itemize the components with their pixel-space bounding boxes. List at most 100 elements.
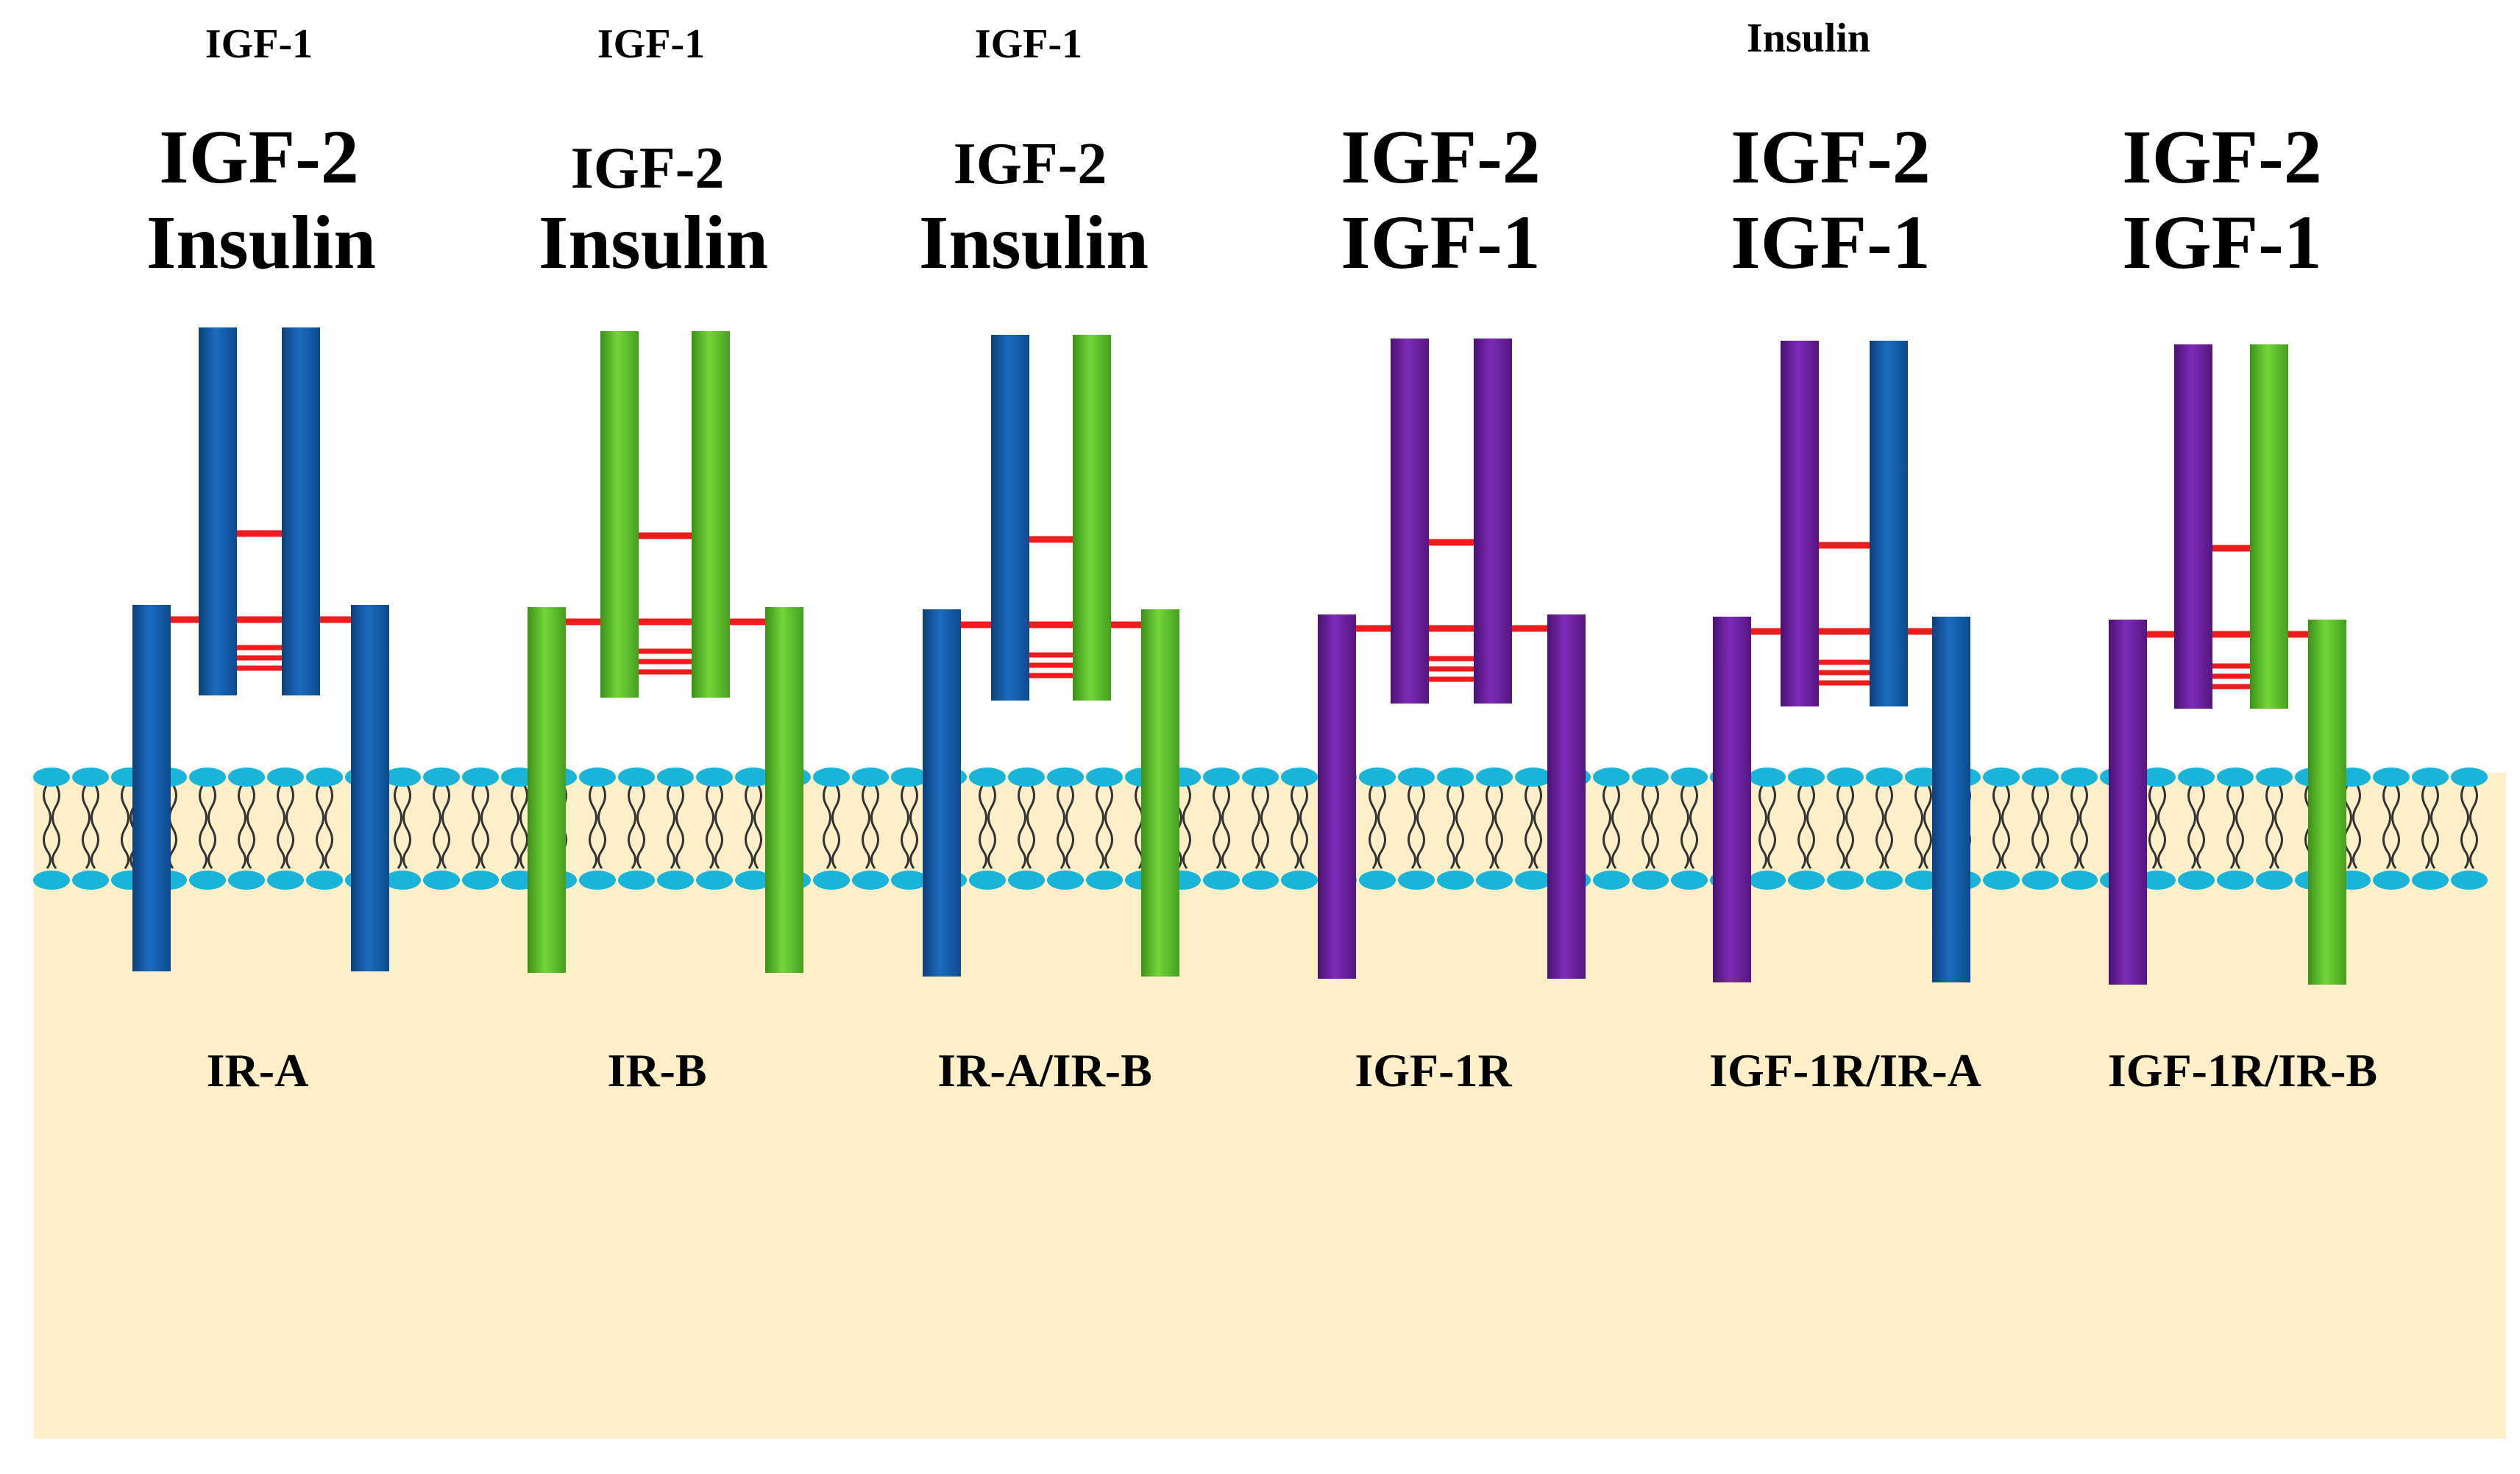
lipid-head-outer bbox=[2139, 768, 2176, 787]
lipid-head-inner bbox=[1008, 871, 1045, 890]
lipid-head-outer bbox=[1281, 768, 1318, 787]
lipid-tail bbox=[987, 784, 996, 869]
lipid-tail bbox=[1806, 784, 1815, 869]
ligand-1-ir-a-ir-b: IGF-2 bbox=[953, 132, 1107, 196]
lipid-head-outer bbox=[423, 768, 460, 787]
lipid-tail bbox=[394, 784, 402, 869]
lipid-head-outer bbox=[2412, 768, 2449, 787]
ligand-2-igf-1r: IGF-1 bbox=[1341, 200, 1541, 285]
lipid-head-outer bbox=[1242, 768, 1279, 787]
lipid-tail bbox=[1252, 784, 1260, 869]
lipid-tail bbox=[597, 784, 606, 869]
lipid-head-inner bbox=[2256, 871, 2293, 890]
lipid-tail bbox=[2148, 784, 2157, 869]
lipid-head-outer bbox=[1359, 768, 1396, 787]
ligand-2-ir-b: Insulin bbox=[538, 200, 769, 285]
lipid-tail bbox=[1369, 784, 1377, 869]
lipid-tail bbox=[2382, 784, 2391, 869]
lipid-tail bbox=[316, 784, 324, 869]
lipid-head-outer bbox=[813, 768, 850, 787]
lipid-tail bbox=[480, 784, 489, 869]
lipid-head-outer bbox=[2178, 768, 2215, 787]
receptor-name-ir-a: IR-A bbox=[206, 1044, 309, 1096]
lipid-head-outer bbox=[1398, 768, 1435, 787]
lipid-head-outer bbox=[735, 768, 772, 787]
lipid-head-outer bbox=[1008, 768, 1045, 787]
lipid-tail bbox=[324, 784, 333, 869]
lipid-tail bbox=[1486, 784, 1494, 869]
lipid-head-outer bbox=[267, 768, 304, 787]
lipid-tail bbox=[433, 784, 441, 869]
beta-subunit-right bbox=[2308, 620, 2346, 985]
lipid-tail bbox=[2079, 784, 2088, 869]
lipid-tail bbox=[979, 784, 987, 869]
alpha-subunit-right bbox=[1073, 335, 1111, 701]
lipid-head-inner bbox=[1398, 871, 1435, 890]
lipid-tail bbox=[246, 784, 255, 869]
lipid-head-outer bbox=[306, 768, 343, 787]
receptor-name-igf-1r-ir-a: IGF-1R/IR-A bbox=[1709, 1044, 1981, 1096]
lipid-tail bbox=[1057, 784, 1065, 869]
lipid-tail bbox=[823, 784, 831, 869]
lipid-head-inner bbox=[462, 871, 499, 890]
lipid-tail bbox=[1096, 784, 1104, 869]
lipid-head-outer bbox=[618, 768, 655, 787]
receptor-igf-1r bbox=[1318, 339, 1586, 979]
lipid-tail bbox=[1525, 784, 1533, 869]
lipid-head-inner bbox=[267, 871, 304, 890]
lipid-head-inner bbox=[2217, 871, 2254, 890]
lipid-head-outer bbox=[1749, 768, 1786, 787]
lipid-tail bbox=[1641, 784, 1650, 869]
beta-subunit-left bbox=[528, 607, 566, 973]
lipid-tail bbox=[909, 784, 918, 869]
lipid-tail bbox=[2226, 784, 2235, 869]
lipid-tail bbox=[628, 784, 636, 869]
lipid-tail bbox=[1992, 784, 2001, 869]
lipid-head-inner bbox=[1983, 871, 2020, 890]
lipid-head-outer bbox=[33, 768, 70, 787]
lipid-head-inner bbox=[1047, 871, 1084, 890]
lipid-tail bbox=[207, 784, 216, 869]
receptor-name-igf-1r-ir-b: IGF-1R/IR-B bbox=[2107, 1044, 2378, 1096]
lipid-tail bbox=[1026, 784, 1035, 869]
lipid-tail bbox=[441, 784, 450, 869]
beta-subunit-right bbox=[351, 605, 389, 971]
lipid-head-inner bbox=[1788, 871, 1825, 890]
lipid-head-outer bbox=[657, 768, 694, 787]
lipid-tail bbox=[1680, 784, 1689, 869]
beta-subunit-left bbox=[1318, 614, 1356, 979]
receptor-name-igf-1r: IGF-1R bbox=[1355, 1044, 1512, 1096]
lipid-tail bbox=[862, 784, 870, 869]
lipid-tail bbox=[1299, 784, 1308, 869]
lipid-tail bbox=[2187, 784, 2196, 869]
lipid-head-outer bbox=[384, 768, 421, 787]
lipid-tail bbox=[519, 784, 528, 869]
lipid-head-inner bbox=[969, 871, 1006, 890]
lipid-head-inner bbox=[1086, 871, 1123, 890]
beta-subunit-left bbox=[2109, 620, 2147, 985]
lipid-tail bbox=[1221, 784, 1230, 869]
alpha-subunit-left bbox=[2174, 344, 2212, 709]
lipid-tail bbox=[2235, 784, 2244, 869]
lipid-head-outer bbox=[1593, 768, 1630, 787]
beta-subunit-right bbox=[1932, 617, 1970, 982]
lipid-tail bbox=[1758, 784, 1767, 869]
lipid-head-outer bbox=[2451, 768, 2488, 787]
lipid-head-outer bbox=[852, 768, 889, 787]
lipid-head-outer bbox=[1788, 768, 1825, 787]
ligand-2-igf-1r-ir-a: IGF-1 bbox=[1731, 200, 1931, 285]
lipid-tail bbox=[1914, 784, 1923, 869]
lipid-head-outer bbox=[1476, 768, 1513, 787]
lipid-tail bbox=[2157, 784, 2166, 869]
lipid-tail bbox=[1291, 784, 1299, 869]
lipid-head-outer bbox=[462, 768, 499, 787]
lipid-head-inner bbox=[1515, 871, 1552, 890]
alpha-subunit-left bbox=[600, 331, 639, 698]
lipid-head-outer bbox=[2256, 768, 2293, 787]
lipid-head-inner bbox=[2022, 871, 2059, 890]
lipid-tail bbox=[1408, 784, 1416, 869]
lipid-head-outer bbox=[2217, 768, 2254, 787]
beta-subunit-left bbox=[1713, 617, 1751, 982]
lipid-head-outer bbox=[969, 768, 1006, 787]
